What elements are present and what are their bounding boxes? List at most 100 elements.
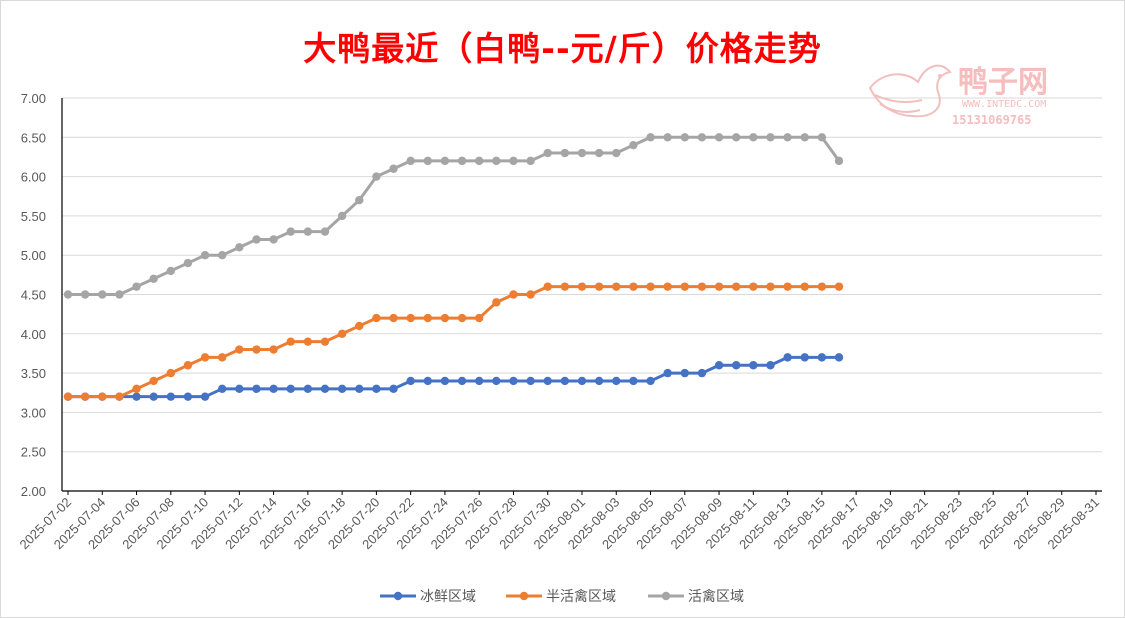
data-point bbox=[492, 376, 501, 386]
data-point bbox=[612, 376, 621, 386]
data-point bbox=[577, 376, 587, 386]
series-2 bbox=[63, 282, 844, 401]
legend-marker bbox=[519, 591, 529, 601]
data-point bbox=[560, 148, 570, 158]
data-point bbox=[612, 282, 621, 291]
data-point bbox=[372, 384, 381, 394]
data-point bbox=[663, 282, 672, 291]
data-point bbox=[406, 376, 415, 386]
data-point bbox=[749, 133, 758, 142]
data-point bbox=[526, 156, 535, 166]
data-point bbox=[783, 353, 792, 362]
data-point bbox=[235, 243, 244, 252]
data-point bbox=[714, 282, 724, 291]
data-point bbox=[492, 156, 501, 166]
data-point bbox=[235, 345, 244, 354]
data-point bbox=[166, 392, 175, 401]
data-point bbox=[543, 148, 552, 158]
data-point bbox=[766, 361, 775, 370]
data-point bbox=[749, 361, 758, 370]
data-point bbox=[200, 392, 210, 401]
legend-label: 半活禽区域 bbox=[546, 588, 616, 605]
data-point bbox=[218, 384, 227, 394]
y-tick-label: 6.50 bbox=[21, 130, 46, 145]
data-point bbox=[355, 195, 364, 205]
data-point bbox=[63, 392, 73, 401]
data-point bbox=[834, 156, 844, 166]
data-point bbox=[132, 384, 141, 394]
data-point bbox=[98, 392, 107, 401]
data-point bbox=[680, 282, 689, 291]
data-point bbox=[423, 156, 432, 166]
data-point bbox=[337, 384, 347, 394]
data-point bbox=[594, 376, 604, 386]
data-point bbox=[389, 313, 398, 323]
legend-item: 半活禽区域 bbox=[506, 588, 616, 605]
data-point bbox=[423, 313, 432, 323]
y-tick-label: 4.50 bbox=[21, 288, 46, 303]
y-tick-label: 5.00 bbox=[21, 248, 46, 263]
data-point bbox=[646, 133, 655, 142]
data-point bbox=[115, 290, 124, 299]
data-point bbox=[63, 290, 73, 299]
data-point bbox=[457, 376, 467, 386]
data-point bbox=[132, 392, 141, 401]
data-point bbox=[457, 156, 467, 166]
data-point bbox=[337, 329, 347, 338]
series-group bbox=[63, 133, 844, 401]
data-point bbox=[612, 148, 621, 158]
data-point bbox=[389, 384, 398, 394]
data-point bbox=[732, 282, 741, 291]
x-axis: 2025-07-022025-07-042025-07-062025-07-08… bbox=[16, 490, 1102, 552]
watermark-logo: 鸭子网 WWW.INTEDC.COM 15131069765 bbox=[868, 64, 1048, 127]
data-point bbox=[834, 282, 844, 291]
data-point bbox=[680, 133, 689, 142]
y-axis: 7.00 6.50 6.00 5.50 5.00 4.50 4.00 3.50 3.00 2.50… bbox=[21, 91, 63, 499]
data-point bbox=[646, 376, 655, 386]
data-point bbox=[423, 376, 432, 386]
data-point bbox=[218, 251, 227, 260]
data-point bbox=[440, 376, 450, 386]
y-tick-label: 3.00 bbox=[21, 405, 46, 420]
data-point bbox=[697, 282, 707, 291]
series-line bbox=[68, 355, 839, 399]
data-point bbox=[800, 133, 809, 142]
y-tick-label: 5.50 bbox=[21, 209, 46, 224]
data-point bbox=[440, 156, 450, 166]
data-point bbox=[149, 392, 158, 401]
data-point bbox=[149, 376, 158, 386]
data-point bbox=[457, 313, 467, 323]
data-point bbox=[560, 376, 570, 386]
y-tick-label: 6.00 bbox=[21, 170, 46, 185]
data-point bbox=[183, 361, 193, 370]
data-point bbox=[800, 282, 809, 291]
data-point bbox=[526, 290, 535, 299]
data-point bbox=[594, 148, 604, 158]
y-tick-label: 2.50 bbox=[21, 445, 46, 460]
data-point bbox=[766, 133, 775, 142]
data-point bbox=[834, 353, 844, 362]
data-point bbox=[200, 353, 210, 362]
data-point bbox=[372, 313, 381, 323]
data-point bbox=[389, 164, 398, 173]
data-point bbox=[800, 353, 809, 362]
data-point bbox=[406, 156, 415, 166]
gridlines bbox=[62, 97, 1102, 453]
data-point bbox=[286, 384, 295, 394]
data-point bbox=[303, 227, 313, 236]
data-point bbox=[629, 140, 638, 150]
data-point bbox=[475, 313, 484, 323]
watermark-name: 鸭子网 bbox=[958, 65, 1048, 100]
data-point bbox=[252, 345, 261, 354]
data-point bbox=[732, 133, 741, 142]
data-point bbox=[817, 282, 827, 291]
data-point bbox=[509, 376, 518, 386]
data-point bbox=[714, 361, 724, 370]
data-point bbox=[166, 266, 175, 276]
data-point bbox=[509, 290, 518, 299]
duck-logo-icon bbox=[868, 64, 952, 118]
y-tick-label: 7.00 bbox=[21, 91, 46, 106]
data-point bbox=[766, 282, 775, 291]
data-point bbox=[320, 337, 330, 346]
